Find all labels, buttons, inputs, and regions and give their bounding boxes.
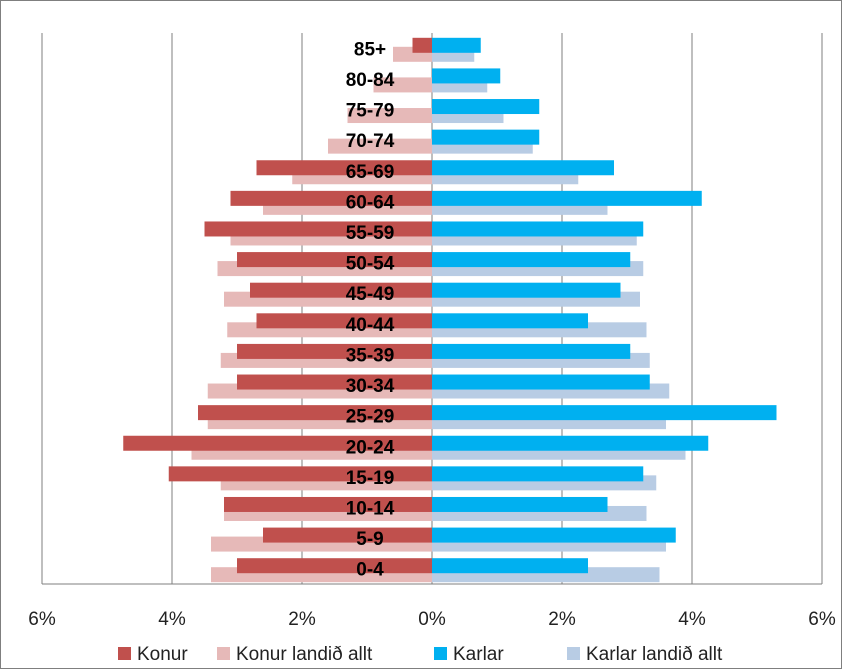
x-tick-label: 4% — [678, 609, 706, 630]
bar-konur-5-9 — [263, 527, 432, 543]
category-label: 0-4 — [356, 560, 384, 581]
legend: Konur Konur landið allt Karlar Karlar landi… — [118, 644, 723, 665]
bar-konur-35-39 — [237, 343, 432, 359]
bars — [123, 37, 777, 583]
bar-konur-50-54 — [237, 252, 432, 268]
category-label: 10-14 — [346, 498, 395, 519]
legend-label: Konur landið allt — [236, 644, 373, 665]
bar-karlar-35-39 — [432, 343, 631, 359]
bar-karlar-20-24 — [432, 435, 709, 451]
category-label: 55-59 — [346, 223, 395, 244]
bar-konur-landi-allt-75-79 — [347, 108, 432, 124]
category-label: 60-64 — [346, 192, 395, 213]
bar-konur-30-34 — [237, 374, 432, 390]
bar-karlar-15-19 — [432, 466, 644, 482]
legend-swatch — [434, 647, 447, 660]
bar-konur-15-19 — [168, 466, 432, 482]
category-label: 25-29 — [346, 407, 395, 428]
bar-konur-40-44 — [256, 313, 432, 329]
bar-karlar-70-74 — [432, 129, 540, 145]
legend-swatch — [567, 647, 580, 660]
bar-karlar-30-34 — [432, 374, 650, 390]
legend-label: Karlar landið allt — [586, 644, 723, 665]
category-label: 50-54 — [346, 254, 395, 275]
category-label: 70-74 — [346, 131, 395, 152]
x-tick-label: 4% — [158, 609, 186, 630]
category-label: 45-49 — [346, 284, 395, 305]
x-tick-label: 2% — [288, 609, 316, 630]
bar-karlar-0-4 — [432, 558, 588, 574]
bar-konur-10-14 — [224, 496, 432, 512]
bar-konur-landi-allt-70-74 — [328, 138, 432, 154]
category-label: 35-39 — [346, 345, 395, 366]
category-label: 85+ — [354, 39, 386, 60]
x-tick-labels: 6% 4% 2% 0% 2% 4% 6% — [28, 609, 836, 630]
category-label: 30-34 — [346, 376, 395, 397]
bar-karlar-25-29 — [432, 405, 777, 421]
bar-konur-20-24 — [123, 435, 432, 451]
x-tick-label: 2% — [548, 609, 576, 630]
category-label: 40-44 — [346, 315, 395, 336]
gridlines — [41, 33, 823, 585]
category-label: 75-79 — [346, 101, 395, 122]
bar-konur-0-4 — [237, 558, 432, 574]
category-label: 80-84 — [346, 70, 395, 91]
x-tick-label: 6% — [808, 609, 836, 630]
legend-swatch — [217, 647, 230, 660]
bar-karlar-45-49 — [432, 282, 621, 298]
bar-karlar-40-44 — [432, 313, 588, 329]
x-tick-label: 6% — [28, 609, 56, 630]
bar-konur-65-69 — [256, 160, 432, 176]
bar-konur-45-49 — [250, 282, 432, 298]
bar-konur-25-29 — [198, 405, 432, 421]
bar-karlar-50-54 — [432, 252, 631, 268]
bar-konur-60-64 — [230, 190, 432, 206]
legend-label: Karlar — [453, 644, 504, 665]
legend-swatch — [118, 647, 131, 660]
bar-karlar-75-79 — [432, 99, 540, 115]
bar-karlar-65-69 — [432, 160, 614, 176]
bar-karlar-55-59 — [432, 221, 644, 237]
bar-karlar-5-9 — [432, 527, 676, 543]
category-labels: 0-4 5-9 10-14 15-19 20-24 25-29 30-34 35-39 40-4… — [346, 39, 395, 580]
category-label: 65-69 — [346, 162, 395, 183]
category-label: 15-19 — [346, 468, 395, 489]
legend-label: Konur — [137, 644, 188, 665]
bar-konur-85plus — [412, 37, 432, 53]
bar-konur-landi-allt-80-84 — [373, 77, 432, 93]
x-tick-label: 0% — [418, 609, 446, 630]
category-label: 20-24 — [346, 437, 395, 458]
bar-karlar-60-64 — [432, 190, 702, 206]
category-label: 5-9 — [356, 529, 383, 550]
bar-karlar-85plus — [432, 37, 481, 53]
bar-karlar-10-14 — [432, 496, 608, 512]
bar-karlar-80-84 — [432, 68, 501, 84]
bar-konur-55-59 — [204, 221, 432, 237]
